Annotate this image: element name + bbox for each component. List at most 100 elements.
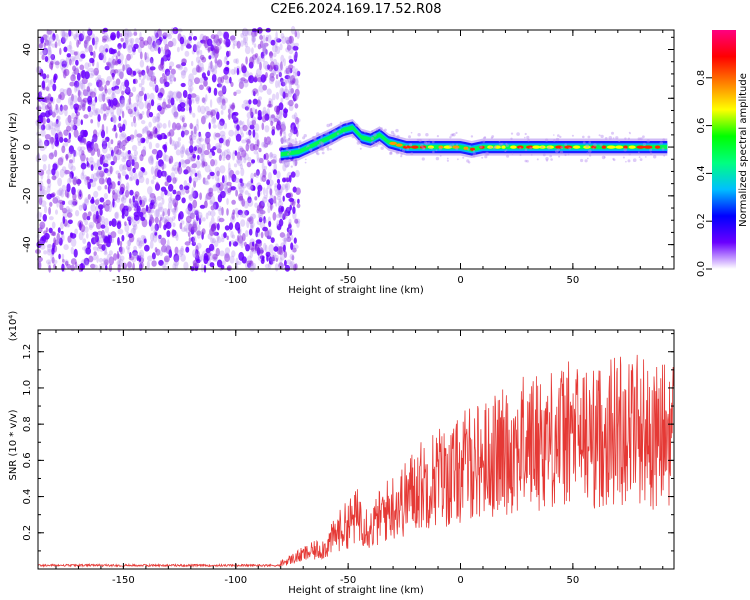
- noise-speck: [62, 216, 66, 225]
- signal-hotspot: [452, 145, 460, 149]
- noise-speck: [236, 151, 241, 161]
- noise-speck: [141, 128, 145, 135]
- noise-speck: [203, 149, 210, 156]
- noise-speck: [41, 54, 45, 60]
- noise-speck: [59, 47, 62, 56]
- noise-speck: [132, 167, 136, 173]
- noise-speck: [249, 264, 253, 270]
- noise-speck: [70, 264, 75, 272]
- noise-speck: [265, 136, 272, 145]
- noise-speck: [235, 187, 238, 193]
- noise-speck: [255, 239, 262, 244]
- noise-speck: [151, 72, 155, 80]
- noise-speck: [133, 172, 138, 182]
- noise-speck: [212, 52, 217, 59]
- noise-speck: [89, 178, 94, 183]
- noise-speck: [263, 170, 267, 176]
- noise-speck: [270, 39, 276, 46]
- noise-speck: [92, 110, 99, 116]
- noise-speck: [212, 204, 217, 211]
- noise-speck: [195, 56, 201, 64]
- noise-speck: [108, 57, 112, 65]
- noise-speck: [275, 31, 278, 40]
- noise-speck: [202, 35, 208, 44]
- noise-speck: [108, 47, 114, 55]
- noise-speck: [158, 234, 162, 244]
- noise-speck: [219, 95, 225, 100]
- noise-speck: [125, 189, 130, 198]
- noise-speck: [86, 86, 91, 92]
- noise-speck: [237, 240, 244, 246]
- noise-speck: [235, 261, 242, 266]
- noise-speck: [166, 95, 171, 102]
- noise-speck: [266, 230, 271, 240]
- noise-speck: [158, 206, 164, 213]
- noise-speck: [156, 116, 160, 123]
- noise-speck: [101, 229, 105, 239]
- noise-speck: [127, 247, 130, 255]
- noise-speck: [288, 218, 292, 225]
- noise-speck: [188, 212, 194, 218]
- ridge-speck: [642, 135, 645, 139]
- ridge-speck: [405, 144, 408, 147]
- noise-speck: [77, 178, 81, 187]
- noise-speck: [215, 145, 222, 150]
- noise-speck: [228, 50, 231, 57]
- noise-speck: [273, 156, 278, 164]
- noise-speck: [39, 243, 46, 250]
- noise-speck: [134, 68, 141, 73]
- signal-hotspot: [411, 145, 419, 149]
- noise-speck: [259, 222, 266, 229]
- signal-hotspot: [494, 145, 501, 149]
- noise-speck: [169, 61, 175, 67]
- ridge-speck: [586, 152, 589, 155]
- noise-speck: [113, 155, 118, 164]
- noise-speck: [50, 53, 54, 60]
- ridge-speck: [504, 150, 507, 153]
- ridge-speck: [455, 147, 459, 151]
- ridge-speck: [559, 150, 564, 155]
- noise-speck: [171, 106, 177, 116]
- noise-speck: [181, 160, 187, 168]
- noise-speck: [193, 259, 197, 267]
- noise-speck: [224, 174, 228, 183]
- noise-speck: [201, 228, 206, 235]
- noise-speck: [213, 38, 219, 45]
- noise-speck: [77, 89, 81, 98]
- ridge-speck: [587, 135, 591, 139]
- noise-speck: [114, 212, 119, 219]
- noise-speck: [296, 70, 301, 77]
- noise-speck: [133, 245, 138, 252]
- ridge-speck: [303, 134, 307, 138]
- ridge-speck: [314, 149, 319, 153]
- signal-hotspot: [643, 145, 653, 149]
- noise-speck: [269, 151, 274, 160]
- noise-speck: [258, 214, 264, 220]
- noise-speck: [166, 104, 172, 109]
- noise-speck: [149, 202, 154, 210]
- noise-speck: [158, 36, 163, 43]
- noise-speck: [72, 155, 75, 164]
- noise-speck: [44, 56, 49, 62]
- noise-speck: [124, 58, 128, 66]
- noise-speck: [235, 189, 239, 197]
- ridge-speck: [637, 137, 641, 141]
- ridge-speck: [582, 141, 586, 145]
- noise-speck: [224, 187, 228, 193]
- noise-speck: [183, 180, 188, 187]
- noise-speck: [116, 152, 121, 161]
- noise-speck: [61, 30, 66, 39]
- noise-speck: [107, 203, 112, 213]
- noise-speck: [65, 61, 69, 68]
- noise-speck: [269, 152, 273, 158]
- ridge-speck: [451, 133, 454, 136]
- noise-speck: [254, 108, 258, 115]
- noise-speck: [296, 203, 301, 209]
- noise-speck: [196, 230, 201, 239]
- noise-speck: [163, 224, 167, 231]
- noise-speck: [58, 187, 63, 197]
- ridge-speck: [329, 148, 332, 151]
- noise-speck: [233, 58, 238, 64]
- noise-speck: [208, 122, 211, 130]
- noise-speck: [110, 32, 116, 41]
